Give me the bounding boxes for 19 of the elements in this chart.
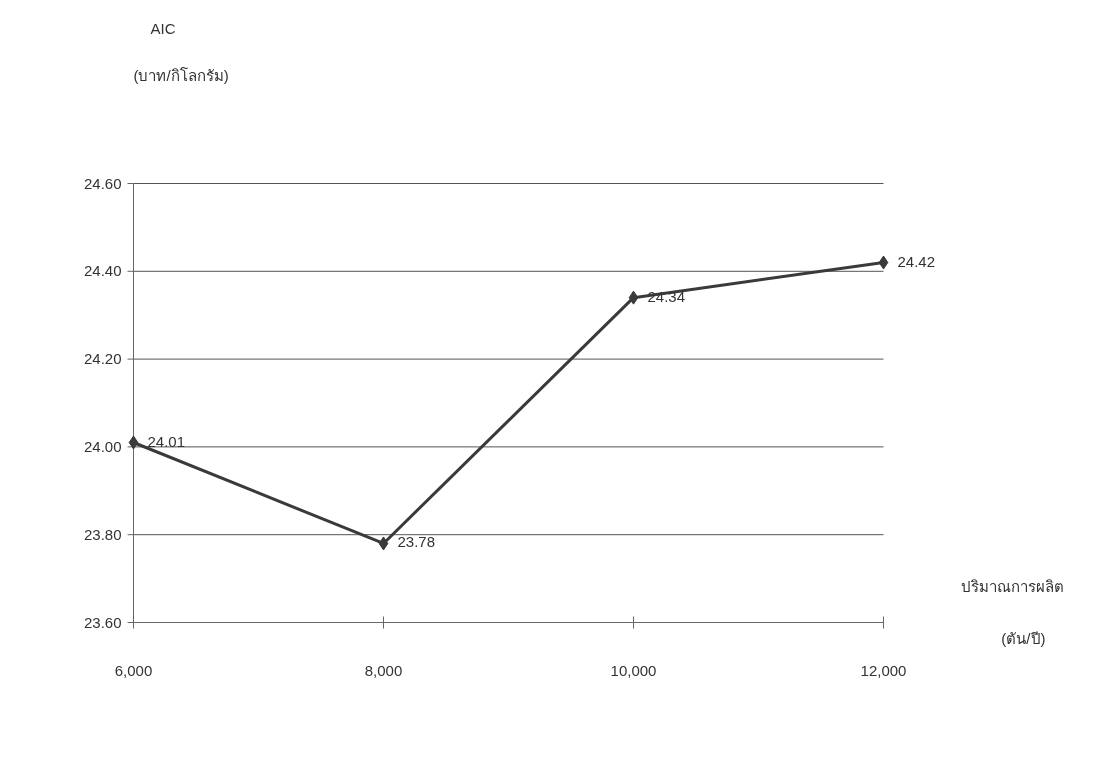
point [378, 536, 389, 551]
y-tick-label: 23.80 [83, 525, 122, 543]
text: ปริมาณการผลิต (ตัน/ปี) [961, 578, 1064, 647]
x-tick-label: 10,000 [610, 661, 657, 679]
y-tick-label: 24.20 [83, 350, 122, 368]
data-label: 23.78 [397, 533, 436, 551]
data-label: 24.01 [147, 432, 186, 450]
y-tick-label: 24.00 [83, 437, 122, 455]
y-tick-label: 24.60 [83, 174, 122, 192]
x-tick-label: 8,000 [364, 661, 403, 679]
point [128, 435, 139, 450]
text: AIC (บาท/กิโลกรัม) [133, 20, 229, 84]
y-tick-label: 23.60 [83, 613, 122, 631]
data-label: 24.42 [897, 252, 936, 270]
point [628, 290, 639, 305]
y-tick-label: 24.40 [83, 262, 122, 280]
x-tick-label: 12,000 [860, 661, 907, 679]
point [878, 255, 889, 270]
x-tick-label: 6,000 [114, 661, 153, 679]
